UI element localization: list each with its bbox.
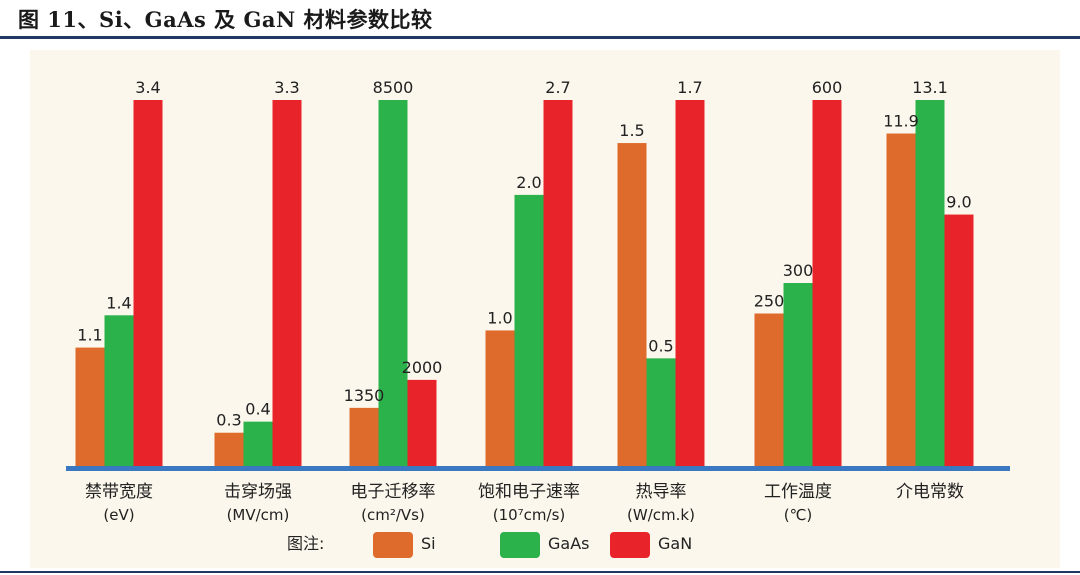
bar-gaas-1: [243, 421, 273, 466]
bar-gan-0: [133, 100, 163, 466]
bar-gaas-5: [783, 283, 813, 466]
legend-swatch-gaas: [500, 532, 540, 558]
top-rule: [0, 36, 1080, 39]
value-label-gaas-0: 1.4: [106, 293, 131, 312]
legend-label-gaas: GaAs: [548, 534, 589, 553]
value-label-gan-0: 3.4: [135, 78, 160, 97]
value-labels-layer: 1.11.4 3.4 0.30.4 3.3 1350 8500 2000 1.0 2.0 2.7 1…: [77, 78, 971, 430]
bar-gaas-6: [915, 100, 945, 466]
category-unit-1: (MV/cm): [227, 506, 290, 524]
legend-swatch-si: [373, 532, 413, 558]
legend-title: 图注:: [287, 534, 324, 553]
category-label-1: 击穿场强: [224, 482, 292, 502]
chart-baseline: [66, 466, 1010, 471]
value-label-gaas-6: 13.1: [912, 78, 948, 97]
bar-gaas-3: [514, 194, 544, 466]
figure-title: 图 11、Si、GaAs 及 GaN 材料参数比较: [18, 7, 433, 32]
value-label-si-2: 1350: [344, 386, 385, 405]
value-label-gan-4: 1.7: [677, 78, 702, 97]
value-label-gaas-1: 0.4: [245, 400, 270, 419]
value-label-si-0: 1.1: [77, 326, 102, 345]
category-label-4: 热导率: [636, 482, 687, 502]
legend-label-gan: GaN: [658, 534, 692, 553]
bar-gaas-4: [646, 358, 676, 466]
bar-gan-3: [543, 100, 573, 466]
chart-panel: 1.1 1.4 3.4 0.3 0.4 3.3 1350 8500 2000 1.0 2.0 2.7 1…: [30, 50, 1060, 568]
value-label-si-1: 0.3: [216, 411, 241, 430]
value-label-gaas-5: 300: [783, 261, 814, 280]
category-unit-0: (eV): [103, 506, 134, 524]
bar-si-3: [485, 330, 515, 466]
bar-si-0: [75, 347, 105, 466]
category-label-3: 饱和电子速率: [478, 482, 580, 502]
legend-swatch-gan: [610, 532, 650, 558]
category-unit-3: (10⁷cm/s): [493, 506, 566, 524]
category-unit-2: (cm²/Vs): [361, 506, 425, 524]
value-label-gan-3: 2.7: [545, 78, 570, 97]
category-label-2: 电子迁移率: [351, 482, 436, 502]
category-labels-layer: 禁带宽度 (eV) 击穿场强 (MV/cm) 电子迁移率 (cm²/Vs) 饱和电子速率 (1…: [85, 482, 964, 524]
bar-si-2: [349, 407, 379, 466]
legend-label-si: Si: [421, 534, 436, 553]
bar-si-6: [886, 133, 916, 466]
value-label-si-6: 11.9: [883, 112, 919, 131]
value-label-gan-5: 600: [812, 78, 843, 97]
bar-chart: 1.11.4 3.4 0.30.4 3.3 1350 8500 2000 1.0 2.0 2.7 1…: [66, 78, 1010, 558]
bar-si-1: [214, 432, 244, 466]
category-label-6: 介电常数: [896, 482, 964, 502]
bar-gan-6: [944, 214, 974, 466]
value-label-gan-6: 9.0: [946, 193, 971, 212]
category-unit-5: (℃): [784, 506, 813, 524]
bar-si-5: [754, 313, 784, 466]
value-label-si-4: 1.5: [619, 121, 644, 140]
category-unit-4: (W/cm.k): [627, 506, 695, 524]
category-label-0: 禁带宽度: [85, 482, 153, 502]
value-label-gaas-2: 8500: [373, 78, 414, 97]
value-label-si-5: 250: [754, 292, 785, 311]
bar-si-4: [617, 143, 647, 466]
value-label-gaas-3: 2.0: [516, 173, 541, 192]
bar-gaas-2: [378, 100, 408, 466]
value-label-gan-1: 3.3: [274, 78, 299, 97]
bar-gaas-0: [104, 315, 134, 466]
bar-gan-4: [675, 100, 705, 466]
bars-layer: [75, 100, 974, 466]
value-label-si-3: 1.0: [487, 308, 512, 327]
category-label-5: 工作温度: [764, 482, 832, 502]
bar-gan-2: [407, 379, 437, 466]
value-label-gan-2: 2000: [402, 358, 443, 377]
bar-gan-1: [272, 100, 302, 466]
bar-gan-5: [812, 100, 842, 466]
value-label-gaas-4: 0.5: [648, 336, 673, 355]
legend: 图注: Si GaAs GaN: [287, 532, 692, 558]
bottom-rule: [0, 571, 1080, 573]
